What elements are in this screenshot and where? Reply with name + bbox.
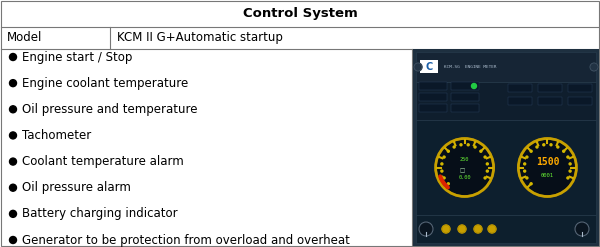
Circle shape: [453, 146, 455, 148]
Circle shape: [441, 170, 443, 172]
Circle shape: [563, 150, 565, 152]
Circle shape: [474, 146, 476, 148]
Circle shape: [550, 144, 552, 146]
Text: KCM II G+Automatic startup: KCM II G+Automatic startup: [117, 32, 283, 44]
Circle shape: [443, 177, 445, 179]
Text: Battery charging indicator: Battery charging indicator: [22, 207, 178, 220]
Circle shape: [10, 158, 17, 165]
Circle shape: [520, 141, 574, 194]
Text: Control System: Control System: [242, 7, 358, 21]
Text: Engine coolant temperature: Engine coolant temperature: [22, 77, 188, 90]
Circle shape: [487, 170, 488, 172]
Circle shape: [437, 141, 491, 194]
Text: Oil pressure and temperature: Oil pressure and temperature: [22, 103, 197, 116]
Circle shape: [567, 156, 569, 158]
Bar: [508, 97, 532, 105]
Text: Engine start / Stop: Engine start / Stop: [22, 50, 133, 63]
Text: 0001: 0001: [541, 173, 554, 178]
Circle shape: [530, 150, 532, 152]
Bar: [538, 84, 562, 92]
Text: Tachometer: Tachometer: [22, 129, 91, 142]
Circle shape: [484, 177, 486, 179]
Circle shape: [472, 83, 476, 88]
Bar: [416, 82, 596, 120]
Circle shape: [518, 138, 577, 197]
Text: Generator to be protection from overload and overheat: Generator to be protection from overload…: [22, 233, 350, 247]
Circle shape: [448, 183, 449, 185]
Bar: [451, 82, 479, 90]
Bar: [538, 97, 562, 105]
Bar: [451, 93, 479, 101]
Bar: [419, 93, 447, 101]
Circle shape: [524, 170, 526, 172]
Circle shape: [488, 225, 496, 233]
Text: Model: Model: [7, 32, 43, 44]
Circle shape: [487, 163, 488, 165]
Circle shape: [474, 225, 482, 233]
Circle shape: [590, 63, 598, 71]
Circle shape: [435, 138, 494, 197]
Circle shape: [10, 210, 17, 217]
Circle shape: [10, 54, 17, 61]
Circle shape: [526, 156, 528, 158]
Text: 0.00: 0.00: [458, 175, 471, 180]
Circle shape: [567, 177, 569, 179]
Text: 1500: 1500: [536, 157, 559, 167]
Bar: [416, 52, 596, 82]
Text: KCM-SG  ENGINE METER: KCM-SG ENGINE METER: [444, 65, 497, 69]
Circle shape: [10, 80, 17, 87]
Circle shape: [526, 177, 528, 179]
Circle shape: [536, 146, 538, 148]
Text: 250: 250: [460, 157, 469, 162]
Circle shape: [419, 222, 433, 236]
Circle shape: [414, 63, 422, 71]
Text: C: C: [425, 62, 433, 72]
Bar: [508, 84, 532, 92]
Circle shape: [575, 222, 589, 236]
Circle shape: [10, 132, 17, 139]
Circle shape: [524, 163, 526, 165]
Circle shape: [530, 183, 532, 185]
Bar: [416, 120, 596, 215]
Circle shape: [441, 163, 443, 165]
Text: Oil pressure alarm: Oil pressure alarm: [22, 181, 131, 194]
Text: □: □: [459, 168, 464, 173]
Circle shape: [442, 225, 450, 233]
Text: Coolant temperature alarm: Coolant temperature alarm: [22, 155, 184, 168]
Circle shape: [10, 184, 17, 191]
Circle shape: [484, 156, 486, 158]
Bar: [413, 49, 599, 246]
Bar: [568, 84, 592, 92]
Circle shape: [10, 106, 17, 113]
Circle shape: [460, 144, 462, 146]
Bar: [568, 97, 592, 105]
Circle shape: [443, 156, 445, 158]
Circle shape: [557, 146, 559, 148]
Circle shape: [543, 144, 545, 146]
Circle shape: [448, 150, 449, 152]
Circle shape: [480, 150, 482, 152]
Circle shape: [10, 236, 17, 244]
Bar: [416, 215, 596, 243]
Circle shape: [569, 163, 571, 165]
Circle shape: [467, 144, 469, 146]
Bar: [419, 104, 447, 112]
Circle shape: [569, 170, 571, 172]
Bar: [419, 82, 447, 90]
Bar: [451, 104, 479, 112]
Bar: [420, 61, 438, 74]
Circle shape: [458, 225, 466, 233]
